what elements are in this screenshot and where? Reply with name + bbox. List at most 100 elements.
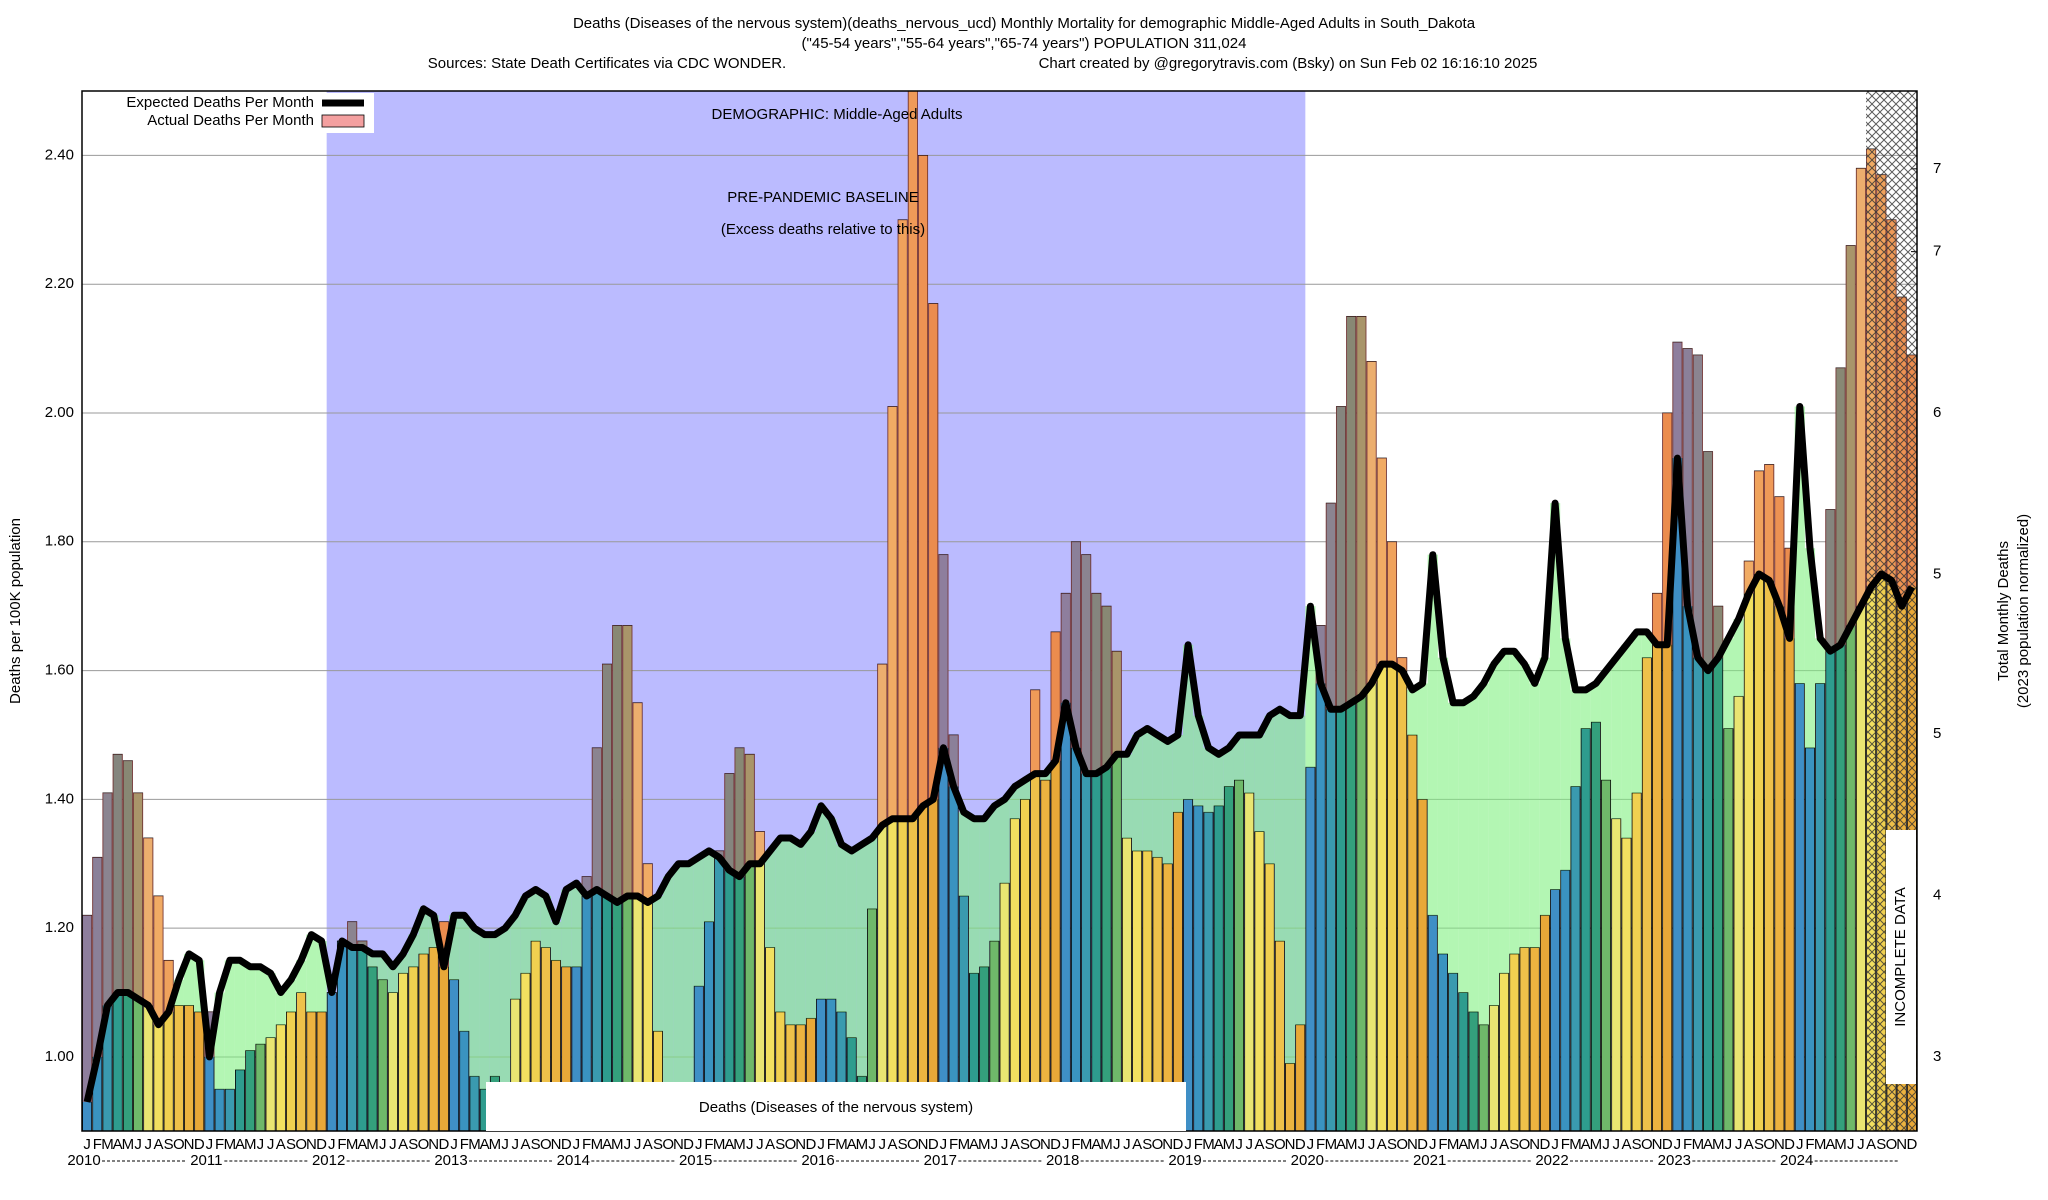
x-tick-label: A xyxy=(235,1136,245,1153)
deficit-fill xyxy=(652,895,664,1032)
x-tick-label: N xyxy=(428,1136,439,1153)
x-tick-label: O xyxy=(295,1136,307,1153)
bar xyxy=(1794,683,1805,1132)
bar xyxy=(255,1043,266,1132)
bar xyxy=(408,966,419,1132)
deficit-fill xyxy=(540,895,551,948)
x-tick-label: J xyxy=(1001,1136,1009,1153)
x-tick-label: J xyxy=(389,1136,397,1153)
x-tick-label: N xyxy=(795,1136,806,1153)
deficit-fill xyxy=(255,966,266,1045)
x-tick-label: J xyxy=(1235,1136,1243,1153)
deficit-fill xyxy=(1488,664,1500,1006)
bar xyxy=(306,1011,317,1132)
x-tick-label: M xyxy=(733,1136,746,1153)
x-tick-label: J xyxy=(1480,1136,1488,1153)
x-tick-label: J xyxy=(1062,1136,1070,1153)
x-tick-label: M xyxy=(224,1136,237,1153)
x-tick-label: A xyxy=(1703,1136,1713,1153)
x-tick-label: N xyxy=(1652,1136,1663,1153)
deficit-fill xyxy=(275,992,286,1025)
excess-fill xyxy=(1346,316,1357,703)
y2-tick-label: 7 xyxy=(1933,160,1941,177)
bar xyxy=(1448,972,1459,1132)
x-tick-label: D xyxy=(805,1136,816,1153)
year-label: 2019 xyxy=(1168,1152,1201,1169)
deficit-fill xyxy=(1611,657,1622,819)
bar xyxy=(224,1088,235,1132)
x-tick-label: F xyxy=(337,1136,346,1153)
x-tick-label: D xyxy=(438,1136,449,1153)
x-tick-label: M xyxy=(1712,1136,1725,1153)
excess-fill xyxy=(1366,361,1377,684)
x-tick-label: M xyxy=(101,1136,114,1153)
x-tick-label: D xyxy=(1295,1136,1306,1153)
excess-fill xyxy=(1070,541,1082,748)
deficit-fill xyxy=(1499,651,1510,974)
bar xyxy=(469,1075,480,1132)
deficit-fill xyxy=(1794,406,1805,684)
x-tick-label: O xyxy=(1641,1136,1653,1153)
bar xyxy=(316,1011,327,1132)
x-tick-label: D xyxy=(1662,1136,1673,1153)
deficit-fill xyxy=(265,973,276,1038)
excess-fill xyxy=(438,921,449,967)
x-tick-label: J xyxy=(206,1136,214,1153)
deficit-fill xyxy=(1641,631,1652,658)
deficit-fill xyxy=(1478,683,1489,1025)
bar xyxy=(1285,1062,1296,1132)
deficit-fill xyxy=(1121,754,1133,838)
bar xyxy=(1213,805,1224,1132)
x-tick-label: A xyxy=(1621,1136,1631,1153)
excess-fill xyxy=(1774,496,1785,607)
x-tick-label: M xyxy=(244,1136,257,1153)
x-tick-label: J xyxy=(1113,1136,1121,1153)
x-tick-label: N xyxy=(551,1136,562,1153)
x-tick-label: S xyxy=(286,1136,296,1153)
year-label: 2013 xyxy=(434,1152,467,1169)
x-tick-label: J xyxy=(991,1136,999,1153)
bar xyxy=(1458,992,1469,1132)
x-tick-label: D xyxy=(1906,1136,1917,1153)
year-label: 2011 xyxy=(190,1152,222,1169)
bar xyxy=(1815,683,1826,1132)
deficit-fill xyxy=(1223,747,1234,787)
excess-fill xyxy=(1672,342,1683,459)
deficit-fill xyxy=(775,837,786,1012)
excess-fill xyxy=(1662,412,1673,645)
y-tick-label: 2.40 xyxy=(45,146,74,163)
deficit-fill xyxy=(1019,780,1031,800)
x-tick-label: J xyxy=(879,1136,887,1153)
bar xyxy=(1019,798,1030,1132)
excess-fill xyxy=(877,664,888,826)
deficit-fill xyxy=(296,960,307,993)
deficit-fill xyxy=(316,941,327,1012)
x-tick-label: J xyxy=(145,1136,153,1153)
deficit-fill xyxy=(1448,702,1459,974)
x-tick-label: F xyxy=(215,1136,224,1153)
excess-fill xyxy=(907,91,918,819)
x-tick-label: O xyxy=(1763,1136,1775,1153)
deficit-fill xyxy=(1295,715,1306,1025)
y2-tick-label: 7 xyxy=(1933,243,1941,260)
expected-line xyxy=(83,403,1915,1103)
deficit-fill xyxy=(214,992,225,1090)
deficit-fill xyxy=(703,850,715,922)
x-tick-label: M xyxy=(1834,1136,1847,1153)
deficit-fill xyxy=(550,921,562,961)
x-tick-label: M xyxy=(978,1136,991,1153)
deficit-fill xyxy=(1590,683,1601,723)
deficit-fill xyxy=(469,928,480,1077)
x-tick-label: D xyxy=(1539,1136,1550,1153)
deficit-fill xyxy=(989,805,1000,942)
x-tick-label: J xyxy=(450,1136,458,1153)
deficit-fill xyxy=(1815,638,1826,684)
x-tick-label: O xyxy=(1519,1136,1531,1153)
y2-axis-title: (2023 population normalized) xyxy=(2015,514,2032,708)
deficit-fill xyxy=(1437,657,1449,954)
bar xyxy=(1488,1005,1499,1132)
x-tick-label: F xyxy=(704,1136,713,1153)
excess-fill xyxy=(1315,625,1326,684)
x-tick-label: A xyxy=(398,1136,408,1153)
x-tick-label: O xyxy=(1396,1136,1408,1153)
